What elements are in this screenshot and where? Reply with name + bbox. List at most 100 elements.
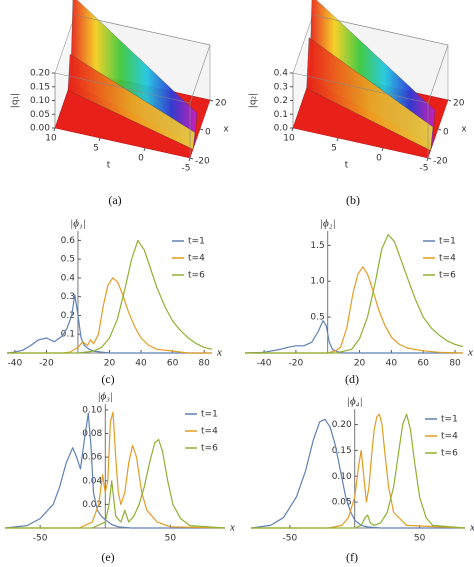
legend-label: t=6	[441, 449, 458, 459]
y-tick-label: 0.4	[61, 273, 76, 283]
y-tick-label: 0.3	[61, 292, 75, 302]
caption: (f)	[346, 550, 358, 564]
x-tick-label: 20	[453, 99, 465, 109]
z-tick-label: 0.3	[274, 82, 288, 92]
t-tick	[381, 147, 384, 152]
legend-label: t=1	[439, 237, 456, 247]
t-tick-label: 5	[93, 144, 99, 154]
z-tick-label: 0.10	[30, 96, 50, 106]
series-line	[7, 239, 213, 354]
x-axis-label: x	[216, 347, 222, 359]
t-tick-label: 0	[138, 154, 144, 164]
legend-label: t=1	[188, 237, 205, 247]
legend-label: t=4	[441, 432, 458, 442]
series-line	[250, 418, 465, 529]
x-tick-label: 40	[386, 359, 398, 369]
x-tick	[427, 157, 432, 160]
y-tick-label: 0.15	[332, 446, 352, 456]
y-axis-label: |ϕ₂|	[320, 218, 336, 230]
y-tick-label: 0.08	[82, 429, 102, 439]
series-line	[4, 412, 225, 529]
y-axis-label: |ϕ₄|	[347, 396, 363, 408]
legend-label: t=4	[188, 254, 205, 264]
y-tick-label: 0.5	[310, 313, 324, 323]
z-tick-label: 0.00	[30, 124, 50, 134]
x-tick-label: 50	[165, 534, 177, 544]
caption: (d)	[345, 372, 359, 386]
z-tick-label: 0.05	[30, 110, 50, 120]
x-tick-label: 20	[215, 99, 227, 109]
series-line	[251, 413, 466, 529]
z-tick-label: 0.15	[30, 82, 50, 92]
t-tick-label: 10	[283, 134, 295, 144]
x-tick-label: -20	[39, 359, 54, 369]
x-tick	[199, 128, 204, 131]
z-axis-label: |q₁|	[11, 93, 21, 108]
t-tick	[188, 157, 191, 162]
y-tick-label: 0.5	[61, 255, 75, 265]
t-tick-label: 0	[376, 154, 382, 164]
x-tick	[437, 128, 442, 131]
t-tick	[53, 127, 56, 132]
x-tick-label: -20	[433, 157, 448, 167]
caption: (c)	[101, 372, 114, 386]
x-tick-label: -20	[289, 359, 304, 369]
z-tick-label: 0.4	[274, 69, 289, 79]
y-tick-label: 0.02	[82, 500, 102, 510]
series-line	[251, 413, 466, 529]
y-tick-label: 0.06	[82, 453, 102, 463]
x-tick-label: 60	[167, 359, 179, 369]
box-edge	[54, 72, 191, 104]
y-tick-label: 0.20	[332, 420, 352, 430]
x-tick-label: -50	[33, 534, 48, 544]
y-tick-label: 0.6	[61, 236, 76, 246]
x-tick-label: 80	[449, 359, 461, 369]
y-tick-label: 1.5	[310, 241, 324, 251]
surface-ridge	[67, 54, 196, 150]
x-tick-label: 80	[198, 359, 210, 369]
series-line	[7, 277, 212, 354]
legend-label: t=4	[439, 254, 456, 264]
series-line	[244, 320, 463, 354]
y-tick-label: 1.0	[310, 277, 325, 287]
caption: (b)	[346, 193, 360, 207]
x-tick-label: 20	[354, 359, 366, 369]
t-tick-label: -5	[420, 164, 429, 174]
legend-label: t=1	[441, 415, 458, 425]
y-axis-label: |ϕ₁|	[70, 218, 86, 230]
x-tick	[189, 157, 194, 160]
x-tick-label: 20	[104, 359, 116, 369]
box-edge	[312, 14, 449, 46]
x-tick-label: -40	[8, 359, 23, 369]
surface-ridge	[306, 37, 434, 151]
y-tick-label: 0.05	[332, 498, 352, 508]
x-tick-label: -40	[257, 359, 272, 369]
z-tick-label: 0.2	[274, 96, 288, 106]
z-axis-label: |q₂|	[249, 93, 259, 108]
x-tick-label: 60	[417, 359, 429, 369]
box-edge	[74, 14, 211, 46]
t-tick	[143, 147, 146, 152]
x-tick-label: -50	[283, 534, 298, 544]
t-tick-label: -5	[182, 164, 191, 174]
t-tick-label: 10	[45, 134, 57, 144]
t-tick	[426, 157, 429, 162]
x-axis-label: x	[223, 125, 229, 135]
box-edge	[189, 44, 211, 104]
legend-label: t=1	[201, 410, 218, 420]
series-line	[6, 294, 212, 354]
x-axis-label: x	[469, 522, 474, 534]
x-tick-label: 0	[443, 128, 449, 138]
t-tick	[98, 137, 101, 142]
y-tick-label: 0.1	[61, 330, 75, 340]
series-line	[5, 438, 226, 529]
legend-label: t=4	[201, 427, 218, 437]
box-edge	[427, 44, 449, 104]
x-axis-label: x	[461, 125, 467, 135]
x-tick-label: 40	[135, 359, 147, 369]
x-axis-label: x	[229, 522, 235, 534]
series-line	[245, 266, 464, 354]
z-tick-label: 0.20	[30, 69, 50, 79]
x-axis-label: x	[467, 347, 473, 359]
